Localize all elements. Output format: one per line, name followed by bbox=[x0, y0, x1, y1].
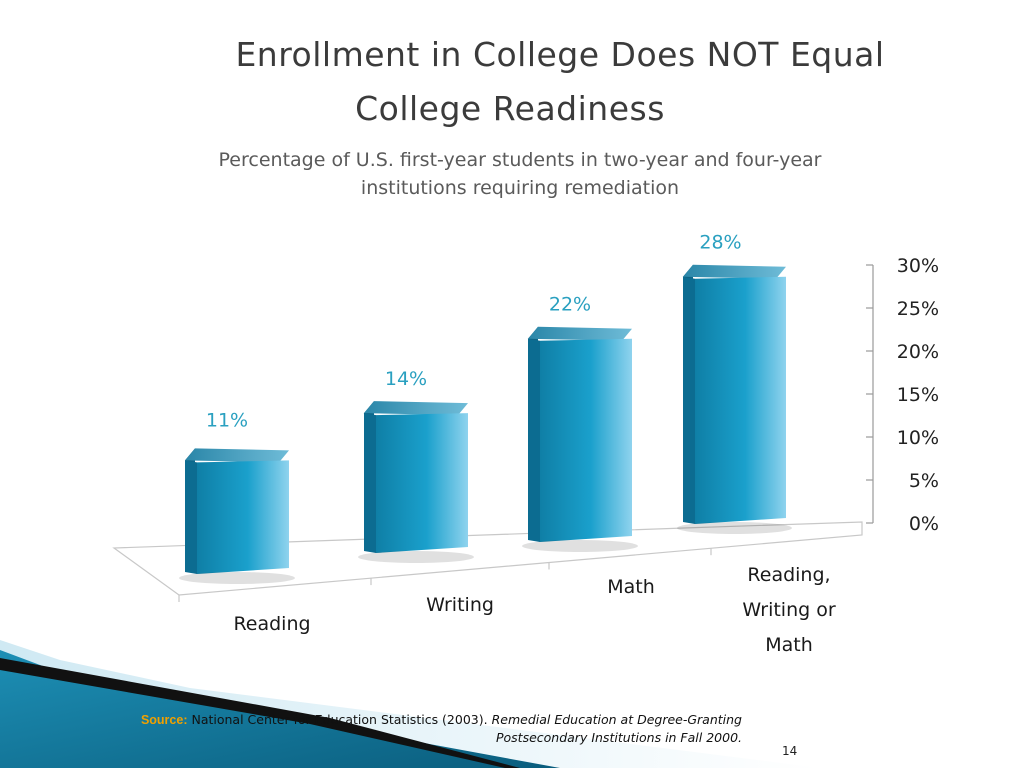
bar-front-face bbox=[695, 276, 786, 524]
bar-shadow bbox=[358, 551, 474, 563]
page-number: 14 bbox=[782, 744, 798, 758]
bar-shadow bbox=[677, 522, 792, 534]
x-tick-label-2: Writing bbox=[426, 594, 494, 616]
bar-top-face bbox=[528, 326, 632, 341]
bar-top-face bbox=[185, 448, 289, 463]
bar-edge-face bbox=[364, 413, 376, 553]
y-tick-label: 10% bbox=[897, 427, 939, 449]
source-line1: Source: National Center for Education St… bbox=[80, 711, 742, 729]
source-label: Source: bbox=[140, 713, 188, 727]
bar-top-face bbox=[683, 264, 786, 279]
bar-edge-face bbox=[185, 460, 197, 574]
slide-title: Enrollment in College Does NOT Equal Col… bbox=[140, 28, 980, 136]
bar-3 bbox=[522, 326, 638, 552]
x-axis-labels: Reading Writing Math Reading, Writing or Math bbox=[233, 564, 835, 656]
bar-shadow bbox=[179, 572, 295, 584]
bar-4 bbox=[677, 264, 792, 534]
y-tick-label: 0% bbox=[909, 513, 939, 535]
bar-top-face bbox=[364, 401, 468, 416]
y-tick-label: 25% bbox=[897, 298, 939, 320]
data-label-2: 14% bbox=[385, 368, 427, 390]
slide-title-line2: College Readiness bbox=[355, 89, 665, 128]
bar-front-face bbox=[376, 413, 468, 553]
bar-2 bbox=[358, 401, 474, 563]
chart-subtitle: Percentage of U.S. first-year students i… bbox=[150, 146, 890, 202]
bar-1 bbox=[179, 448, 295, 584]
bar-edge-face bbox=[683, 276, 695, 524]
slide-title-line1: Enrollment in College Does NOT Equal bbox=[235, 35, 885, 74]
x-tick-label-4: Reading, Writing or Math bbox=[742, 564, 836, 656]
chart-subtitle-line1: Percentage of U.S. first-year students i… bbox=[218, 149, 822, 171]
bar-front-face bbox=[197, 460, 289, 574]
bar-edge-face bbox=[528, 338, 540, 542]
x-tick-label-3: Math bbox=[607, 576, 655, 598]
data-labels: 11% 14% 22% 28% bbox=[206, 232, 742, 432]
data-label-1: 11% bbox=[206, 409, 248, 431]
y-tick-label: 5% bbox=[909, 470, 939, 492]
source-title-line1: Remedial Education at Degree-Granting bbox=[491, 712, 742, 727]
chart-subtitle-line2: institutions requiring remediation bbox=[360, 177, 680, 199]
y-tick-label: 20% bbox=[897, 341, 939, 363]
source-line2: Postsecondary Institutions in Fall 2000. bbox=[80, 729, 742, 747]
y-tick-label: 30% bbox=[897, 255, 939, 277]
bars-group bbox=[179, 264, 792, 584]
data-label-3: 22% bbox=[549, 294, 591, 316]
data-label-4: 28% bbox=[699, 232, 741, 254]
y-axis: 0% 5% 10% 15% 20% 25% 30% bbox=[866, 255, 939, 535]
source-title-line2: Postsecondary Institutions in Fall 2000. bbox=[495, 730, 742, 745]
bar-front-face bbox=[540, 338, 632, 542]
slide-corner-decoration bbox=[0, 640, 820, 768]
source-note: Source: National Center for Education St… bbox=[80, 711, 742, 747]
bar-shadow bbox=[522, 540, 638, 552]
y-tick-label: 15% bbox=[897, 384, 939, 406]
x-tick-label-1: Reading bbox=[233, 613, 310, 635]
source-text: National Center for Education Statistics… bbox=[191, 712, 488, 727]
